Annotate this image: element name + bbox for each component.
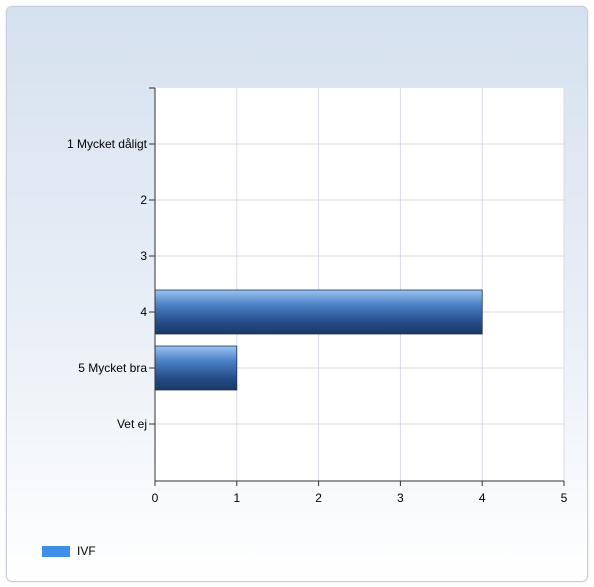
x-tick-label: 4 (479, 491, 486, 505)
bar (154, 345, 238, 391)
y-tick-label: 2 (140, 193, 147, 207)
y-tick-labels: 1 Mycket dåligt 2 3 4 5 Mycket bra Vet ej (67, 137, 148, 431)
y-tick-label: 4 (140, 305, 147, 319)
x-tick-label: 3 (397, 491, 404, 505)
y-tick-label: 5 Mycket bra (78, 361, 147, 375)
y-tick-label: Vet ej (117, 417, 147, 431)
legend-label-ivf: IVF (77, 544, 96, 558)
legend-swatch-ivf (42, 545, 70, 557)
x-tick-label: 0 (152, 491, 159, 505)
x-tick-label: 1 (233, 491, 240, 505)
legend: IVF (42, 544, 96, 558)
x-tick-label: 2 (315, 491, 322, 505)
x-tick-labels: 0 1 2 3 4 5 (152, 491, 568, 505)
y-tick-label: 3 (140, 249, 147, 263)
axes (149, 87, 565, 486)
bar (154, 289, 483, 335)
plot-area (155, 88, 564, 481)
y-tick-label: 1 Mycket dåligt (67, 137, 148, 151)
x-tick-label: 5 (561, 491, 568, 505)
